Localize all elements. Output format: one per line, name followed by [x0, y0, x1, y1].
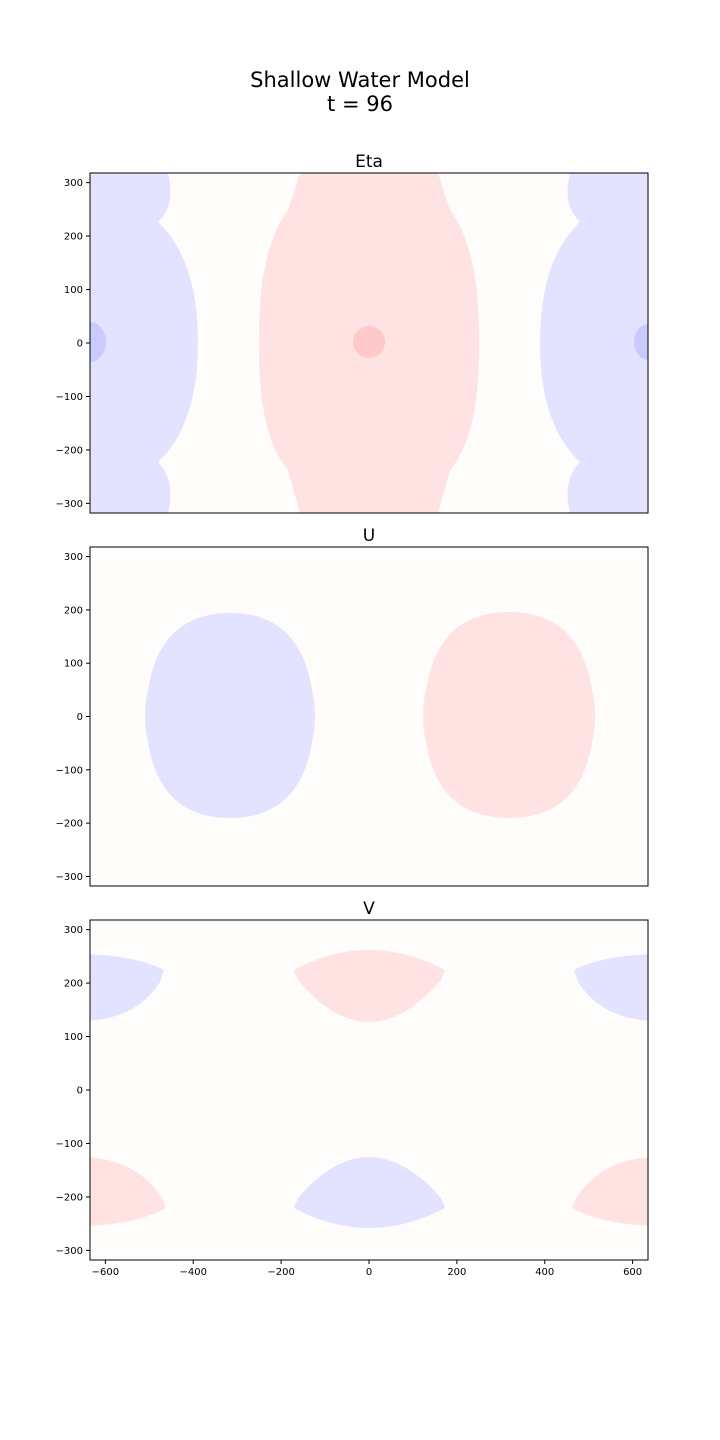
- x-tick-label: 600: [623, 1267, 642, 1278]
- eta-negative-band-left: [90, 173, 198, 513]
- eta-y-axis: 300 200 100 0 −100 −200 −300: [56, 178, 90, 510]
- y-tick-label: −300: [56, 872, 83, 883]
- y-tick-label: 300: [64, 925, 83, 936]
- y-tick-label: −200: [56, 1192, 83, 1203]
- v-negative-lens-top-right: [574, 954, 648, 1021]
- x-tick-label: −600: [92, 1267, 119, 1278]
- v-negative-lens-top-left: [90, 954, 164, 1021]
- eta-field: [90, 173, 648, 513]
- y-tick-label: 300: [64, 552, 83, 563]
- v-positive-lens-bottom-right: [572, 1157, 648, 1226]
- u-negative-blob: [145, 613, 315, 818]
- figure-title: Shallow Water Model: [250, 68, 470, 92]
- x-tick-label: −400: [180, 1267, 207, 1278]
- eta-negative-band-right: [540, 173, 648, 513]
- y-tick-label: 200: [64, 605, 83, 616]
- u-positive-blob: [423, 612, 595, 818]
- u-y-axis: 300 200 100 0 −100 −200 −300: [56, 552, 90, 883]
- v-positive-lens-bottom-left: [90, 1157, 166, 1226]
- x-tick-label: −200: [267, 1267, 294, 1278]
- y-tick-label: −200: [56, 819, 83, 830]
- figure-subtitle-time: t = 96: [327, 92, 393, 116]
- y-tick-label: 100: [64, 1032, 83, 1043]
- eta-negative-core-right: [634, 324, 648, 360]
- y-tick-label: 100: [64, 285, 83, 296]
- y-tick-label: −100: [56, 765, 83, 776]
- v-positive-lens-top-center: [294, 950, 445, 1022]
- v-negative-lens-bottom-center: [294, 1157, 445, 1228]
- v-panel: V 300 200 100 0 −100 −200 −300 −600 −400 −200 0 20…: [56, 899, 649, 1278]
- y-tick-label: 0: [77, 339, 83, 350]
- y-tick-label: 200: [64, 232, 83, 243]
- eta-title: Eta: [355, 152, 383, 172]
- y-tick-label: −100: [56, 1139, 83, 1150]
- y-tick-label: −300: [56, 499, 83, 510]
- u-field: [90, 547, 648, 886]
- u-panel: U 300 200 100 0 −100 −200 −300: [56, 526, 649, 887]
- y-tick-label: 200: [64, 979, 83, 990]
- y-tick-label: −100: [56, 392, 83, 403]
- x-tick-label: 200: [447, 1267, 466, 1278]
- v-title: V: [363, 899, 375, 919]
- y-tick-label: −300: [56, 1246, 83, 1257]
- eta-negative-core-left: [90, 322, 106, 362]
- v-x-axis: −600 −400 −200 0 200 400 600: [92, 1260, 642, 1278]
- eta-panel: Eta 300 200 100 0 −100 −200 −300: [56, 152, 649, 514]
- y-tick-label: 100: [64, 659, 83, 670]
- y-tick-label: 300: [64, 178, 83, 189]
- eta-positive-core: [353, 326, 385, 358]
- u-title: U: [363, 526, 375, 546]
- x-tick-label: 400: [535, 1267, 554, 1278]
- y-tick-label: 0: [77, 712, 83, 723]
- y-tick-label: 0: [77, 1086, 83, 1097]
- y-tick-label: −200: [56, 445, 83, 456]
- v-y-axis: 300 200 100 0 −100 −200 −300: [56, 925, 90, 1257]
- v-field: [90, 920, 648, 1260]
- x-tick-label: 0: [366, 1267, 372, 1278]
